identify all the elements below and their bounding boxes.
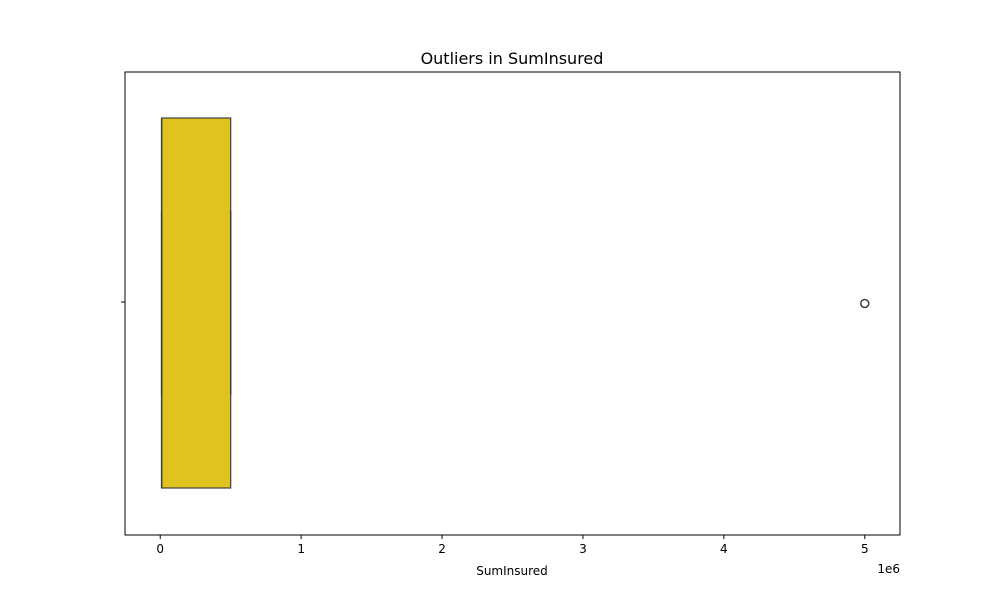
x-axis-offset-label: 1e6 bbox=[877, 562, 900, 576]
plot-frame bbox=[124, 71, 901, 536]
chart-title: Outliers in SumInsured bbox=[421, 49, 604, 68]
box-iqr bbox=[161, 117, 232, 489]
x-axis-ticks: 0 1 2 3 4 5 bbox=[156, 535, 869, 556]
x-axis-label: SumInsured bbox=[476, 564, 548, 578]
plot-area bbox=[160, 117, 870, 489]
x-tick-label: 1 bbox=[297, 542, 305, 556]
outlier-point bbox=[860, 298, 870, 309]
x-tick-label: 4 bbox=[720, 542, 728, 556]
x-tick-label: 5 bbox=[861, 542, 869, 556]
x-tick-label: 0 bbox=[156, 542, 164, 556]
x-tick-label: 3 bbox=[579, 542, 587, 556]
x-tick-label: 2 bbox=[438, 542, 446, 556]
